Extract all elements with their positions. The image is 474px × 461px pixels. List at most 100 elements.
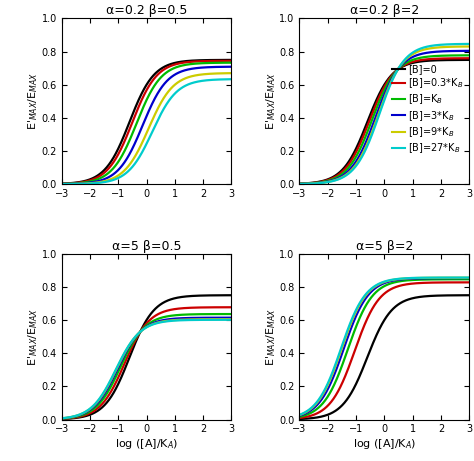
[B]=3*K$_B$: [424, 276, 430, 281]
[B]=0: [327, 411, 332, 417]
[B]=9*K$_B$: [466, 44, 472, 49]
[B]=K$_B$: [159, 74, 164, 79]
[B]=K$_B$: [59, 181, 64, 187]
[B]=27*K$_B$: [228, 317, 234, 323]
[B]=3*K$_B$: [89, 180, 94, 185]
[B]=3*K$_B$: [187, 66, 192, 72]
[B]=9*K$_B$: [297, 412, 302, 418]
Line: [B]=0.3*K$_B$: [B]=0.3*K$_B$: [300, 58, 469, 184]
[B]=0.3*K$_B$: [340, 378, 346, 384]
X-axis label: log ([A]/K$_A$): log ([A]/K$_A$): [115, 437, 178, 451]
[B]=0.3*K$_B$: [59, 416, 64, 422]
[B]=9*K$_B$: [327, 179, 332, 184]
[B]=3*K$_B$: [172, 316, 178, 321]
[B]=27*K$_B$: [187, 317, 192, 323]
[B]=9*K$_B$: [424, 275, 430, 281]
[B]=27*K$_B$: [59, 181, 64, 187]
[B]=9*K$_B$: [410, 51, 416, 57]
[B]=K$_B$: [397, 278, 402, 284]
[B]=27*K$_B$: [89, 404, 94, 410]
[B]=0: [159, 65, 164, 71]
[B]=0.3*K$_B$: [397, 65, 402, 71]
[B]=3*K$_B$: [424, 50, 430, 55]
[B]=0: [424, 58, 430, 64]
Title: α=5 β=0.5: α=5 β=0.5: [112, 240, 181, 253]
[B]=3*K$_B$: [172, 72, 178, 77]
Line: [B]=K$_B$: [B]=K$_B$: [62, 314, 231, 419]
[B]=27*K$_B$: [89, 181, 94, 186]
[B]=27*K$_B$: [172, 318, 178, 323]
[B]=3*K$_B$: [374, 285, 379, 290]
Line: [B]=0: [B]=0: [300, 60, 469, 183]
Line: [B]=27*K$_B$: [B]=27*K$_B$: [62, 79, 231, 184]
[B]=K$_B$: [374, 289, 379, 295]
[B]=K$_B$: [374, 106, 379, 112]
[B]=27*K$_B$: [424, 275, 430, 280]
[B]=K$_B$: [159, 315, 164, 320]
Line: [B]=3*K$_B$: [B]=3*K$_B$: [62, 67, 231, 184]
[B]=K$_B$: [102, 172, 108, 178]
[B]=0.3*K$_B$: [374, 101, 379, 106]
Title: α=5 β=2: α=5 β=2: [356, 240, 413, 253]
[B]=0: [187, 293, 192, 299]
[B]=3*K$_B$: [340, 348, 346, 354]
[B]=27*K$_B$: [59, 415, 64, 421]
[B]=0: [172, 60, 178, 65]
Line: [B]=9*K$_B$: [B]=9*K$_B$: [62, 73, 231, 184]
[B]=27*K$_B$: [327, 179, 332, 184]
[B]=9*K$_B$: [340, 174, 346, 179]
[B]=0.3*K$_B$: [172, 306, 178, 312]
[B]=9*K$_B$: [102, 178, 108, 184]
Y-axis label: E'$_{MAX}$/E$_{MAX}$: E'$_{MAX}$/E$_{MAX}$: [264, 307, 278, 366]
[B]=9*K$_B$: [374, 118, 379, 123]
Line: [B]=9*K$_B$: [B]=9*K$_B$: [62, 319, 231, 418]
[B]=0.3*K$_B$: [89, 409, 94, 415]
[B]=0: [89, 411, 94, 417]
[B]=0.3*K$_B$: [172, 62, 178, 67]
[B]=0.3*K$_B$: [228, 305, 234, 310]
[B]=0.3*K$_B$: [297, 415, 302, 421]
[B]=9*K$_B$: [59, 415, 64, 421]
[B]=0.3*K$_B$: [89, 177, 94, 183]
[B]=0.3*K$_B$: [374, 300, 379, 305]
[B]=0: [374, 333, 379, 338]
Line: [B]=27*K$_B$: [B]=27*K$_B$: [300, 44, 469, 184]
Line: [B]=0: [B]=0: [300, 295, 469, 419]
[B]=9*K$_B$: [374, 283, 379, 289]
[B]=9*K$_B$: [410, 275, 416, 281]
[B]=0.3*K$_B$: [159, 68, 164, 74]
[B]=K$_B$: [297, 181, 302, 187]
[B]=0: [102, 402, 108, 407]
[B]=27*K$_B$: [187, 81, 192, 87]
[B]=3*K$_B$: [102, 390, 108, 395]
[B]=0.3*K$_B$: [102, 397, 108, 403]
[B]=K$_B$: [340, 170, 346, 176]
[B]=27*K$_B$: [397, 64, 402, 70]
[B]=27*K$_B$: [102, 387, 108, 392]
[B]=0.3*K$_B$: [397, 283, 402, 289]
[B]=0.3*K$_B$: [466, 280, 472, 285]
[B]=0: [136, 333, 141, 338]
[B]=0.3*K$_B$: [136, 332, 141, 337]
[B]=0.3*K$_B$: [187, 59, 192, 65]
[B]=27*K$_B$: [397, 276, 402, 282]
[B]=9*K$_B$: [228, 71, 234, 76]
[B]=0: [466, 57, 472, 63]
[B]=K$_B$: [466, 277, 472, 282]
[B]=27*K$_B$: [466, 41, 472, 47]
[B]=K$_B$: [102, 393, 108, 399]
[B]=3*K$_B$: [397, 65, 402, 70]
[B]=3*K$_B$: [297, 181, 302, 187]
Line: [B]=0.3*K$_B$: [B]=0.3*K$_B$: [62, 61, 231, 184]
[B]=3*K$_B$: [159, 318, 164, 323]
[B]=9*K$_B$: [89, 180, 94, 186]
[B]=0.3*K$_B$: [424, 57, 430, 62]
Y-axis label: E'$_{MAX}$/E$_{MAX}$: E'$_{MAX}$/E$_{MAX}$: [264, 72, 278, 130]
[B]=K$_B$: [327, 391, 332, 396]
[B]=9*K$_B$: [424, 46, 430, 52]
[B]=27*K$_B$: [424, 44, 430, 49]
[B]=9*K$_B$: [187, 317, 192, 322]
[B]=9*K$_B$: [172, 82, 178, 87]
[B]=0.3*K$_B$: [340, 168, 346, 174]
Line: [B]=0: [B]=0: [62, 295, 231, 419]
